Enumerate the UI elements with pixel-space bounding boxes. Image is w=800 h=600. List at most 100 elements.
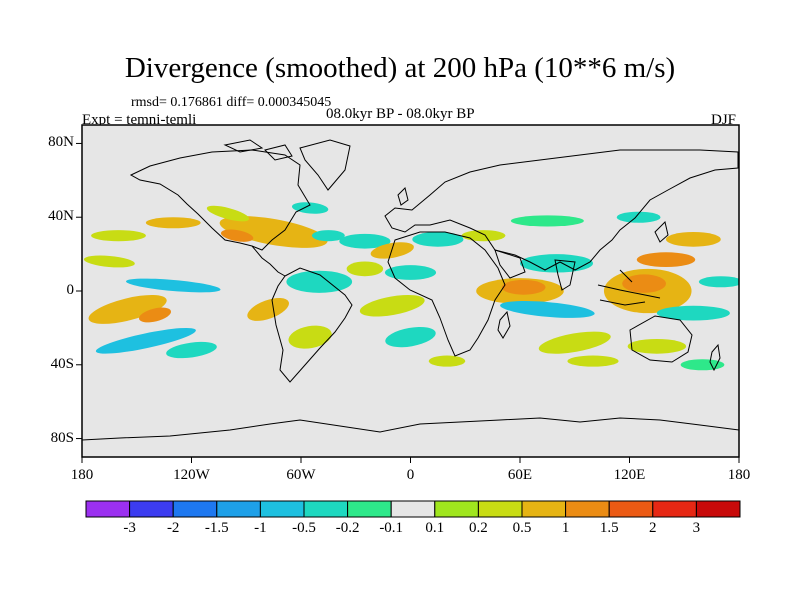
- x-tick-label: 0: [406, 467, 415, 483]
- colorbar-swatch: [216, 500, 261, 518]
- coastline-arctic-islands: [223, 139, 293, 161]
- colorbar-swatch: [85, 500, 131, 518]
- colorbar-swatch: [477, 500, 523, 518]
- colorbar-swatch: [565, 500, 610, 518]
- colorbar-swatch: [652, 500, 697, 518]
- chart-title: Divergence (smoothed) at 200 hPa (10**6 …: [124, 52, 676, 84]
- coastlines: [82, 139, 739, 441]
- divergence-region: [339, 233, 391, 249]
- coastline-new-zealand: [709, 343, 721, 372]
- x-tick-label: 180: [70, 467, 94, 483]
- colorbar-label: 0.5: [512, 520, 532, 536]
- divergence-region: [461, 230, 506, 242]
- divergence-region: [311, 230, 345, 242]
- divergence-region: [138, 307, 172, 323]
- divergence-region: [412, 231, 464, 247]
- divergence-region: [95, 327, 196, 354]
- x-tick-label: 60E: [507, 467, 533, 483]
- colorbar-label: -0.2: [335, 520, 360, 536]
- colorbar-label: 0.2: [469, 520, 488, 536]
- colorbar-swatch: [390, 500, 436, 518]
- colorbar-swatch: [434, 500, 479, 518]
- colorbar-swatch: [347, 500, 392, 518]
- colorbar-label: 0.1: [425, 520, 445, 536]
- y-tick-label: 80N: [48, 134, 74, 151]
- stats-label: rmsd= 0.176861 diff= 0.000345045: [131, 95, 332, 110]
- divergence-region: [145, 217, 201, 229]
- colorbar-label: -2: [166, 520, 180, 536]
- y-tick-label: 0: [66, 282, 75, 298]
- colorbar-label: -1: [254, 520, 267, 536]
- y-tick-label: 80S: [50, 429, 74, 446]
- divergence-region: [666, 231, 721, 247]
- colorbar-swatch: [129, 500, 174, 518]
- divergence-region: [247, 297, 289, 321]
- divergence-region: [501, 279, 546, 295]
- period-label: 08.0kyr BP - 08.0kyr BP: [326, 106, 475, 122]
- coastline-eurasia: [384, 149, 739, 271]
- divergence-region: [125, 278, 221, 293]
- divergence-region: [291, 202, 329, 214]
- divergence-region: [428, 355, 466, 367]
- divergence-region: [510, 215, 584, 227]
- divergence-region: [636, 252, 696, 268]
- x-tick-label: 120W: [173, 467, 210, 483]
- colorbar-label: 1: [561, 520, 570, 536]
- divergence-region: [622, 274, 666, 293]
- coastline-greenland: [299, 139, 351, 191]
- divergence-region: [286, 270, 353, 293]
- experiment-label: Expt = temni-temli: [82, 112, 197, 128]
- divergence-region: [359, 295, 425, 317]
- divergence-region: [567, 355, 619, 367]
- season-label: DJF: [711, 112, 737, 128]
- divergence-region: [627, 338, 687, 354]
- divergence-region: [384, 265, 437, 280]
- x-tick-label: 120E: [613, 467, 646, 483]
- divergence-region: [616, 211, 661, 223]
- y-tick-label: 40S: [50, 355, 74, 372]
- divergence-region: [698, 276, 739, 288]
- colorbar-swatch: [608, 500, 654, 518]
- coastline-madagascar: [497, 310, 511, 339]
- colorbar-swatch: [303, 500, 349, 518]
- coastline-central-america: [251, 245, 286, 277]
- colorbar: [85, 500, 741, 518]
- divergence-region: [656, 305, 730, 321]
- colorbar-label: -3: [123, 520, 136, 536]
- colorbar-swatch: [695, 500, 741, 518]
- divergence-region: [346, 261, 384, 277]
- coastline-british-isles: [397, 187, 409, 206]
- colorbar-label: -0.1: [379, 520, 404, 536]
- coastline-south-america: [271, 267, 353, 383]
- divergence-region: [500, 301, 595, 318]
- divergence-region: [680, 359, 725, 371]
- divergence-region: [370, 242, 414, 259]
- divergence-region: [206, 205, 250, 222]
- divergence-region: [538, 331, 611, 354]
- colorbar-swatch: [259, 500, 305, 518]
- divergence-region: [91, 230, 146, 242]
- coastline-japan: [654, 221, 669, 243]
- coastline-africa: [387, 231, 506, 357]
- divergence-region: [219, 216, 328, 248]
- colorbar-swatch: [172, 500, 218, 518]
- coastline-antarctica: [82, 417, 739, 441]
- axis-ticks: [76, 142, 740, 463]
- x-tick-label: 180: [727, 467, 751, 483]
- divergence-region: [385, 327, 436, 348]
- colorbar-swatch: [521, 500, 567, 518]
- coastline-arabia-india: [494, 249, 576, 291]
- divergence-region: [166, 341, 217, 359]
- colorbar-label: 1.5: [599, 520, 619, 536]
- colorbar-label: 2: [649, 520, 657, 536]
- divergence-region: [88, 294, 167, 324]
- colorbar-label: -1.5: [204, 520, 229, 536]
- coastline-north-america: [129, 149, 311, 251]
- x-tick-label: 60W: [286, 467, 316, 483]
- divergence-region: [288, 325, 332, 349]
- y-tick-label: 40N: [48, 208, 74, 225]
- divergence-contours: [83, 202, 739, 371]
- coastline-indonesia: [597, 269, 661, 306]
- divergence-region: [83, 255, 135, 268]
